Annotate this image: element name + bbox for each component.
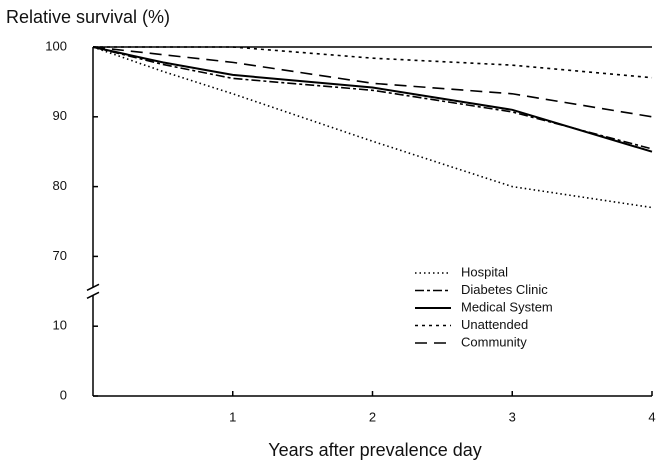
legend-label: Medical System — [461, 299, 553, 314]
y-tick-label: 100 — [45, 38, 67, 53]
x-tick-label: 3 — [509, 409, 516, 424]
axis-break — [86, 283, 100, 291]
y-tick-label: 0 — [60, 387, 67, 402]
y-axis-label: Relative survival (%) — [6, 7, 170, 27]
legend-label: Unattended — [461, 317, 528, 332]
y-tick-label: 70 — [53, 248, 67, 263]
x-axis-label: Years after prevalence day — [268, 440, 481, 460]
series-line — [92, 46, 653, 209]
series-line — [93, 46, 653, 79]
x-tick-label: 2 — [369, 409, 376, 424]
x-tick-label: 4 — [648, 409, 655, 424]
series-line — [92, 46, 653, 150]
legend-label: Community — [461, 334, 527, 349]
y-tick-label: 80 — [53, 178, 67, 193]
axis-break — [86, 291, 100, 299]
legend-label: Hospital — [461, 264, 508, 279]
legend-label: Diabetes Clinic — [461, 282, 548, 297]
y-tick-label: 10 — [53, 318, 67, 333]
series-line — [92, 46, 653, 118]
y-tick-label: 90 — [53, 108, 67, 123]
series-line — [92, 46, 653, 153]
x-tick-label: 1 — [229, 409, 236, 424]
axis-break-gap — [87, 287, 99, 296]
